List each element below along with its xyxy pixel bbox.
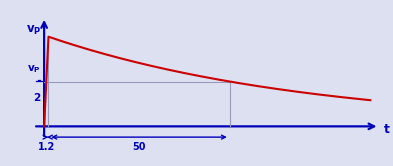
Text: $\mathbf{v_P}$: $\mathbf{v_P}$: [26, 24, 41, 37]
Text: 50: 50: [132, 142, 146, 152]
Text: $\mathbf{2}$: $\mathbf{2}$: [33, 90, 41, 102]
Text: $\mathbf{t\ \ \mu s}$: $\mathbf{t\ \ \mu s}$: [383, 122, 393, 138]
Text: 1.2: 1.2: [38, 142, 55, 152]
Text: $\mathbf{v_P}$: $\mathbf{v_P}$: [28, 63, 41, 75]
